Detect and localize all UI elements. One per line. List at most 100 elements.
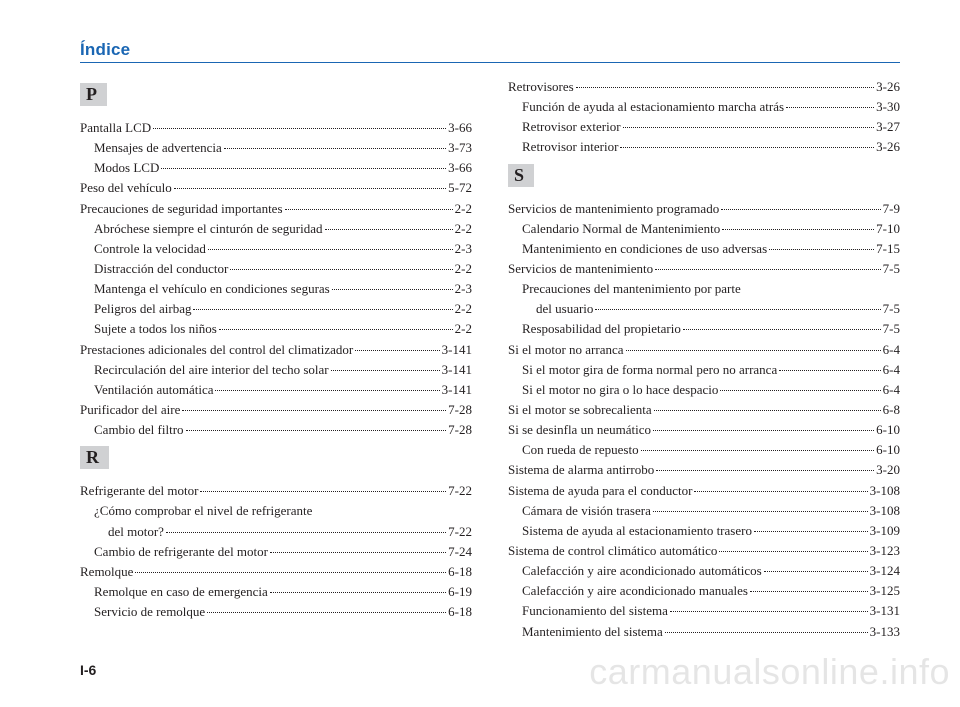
index-entry-page: 3-73: [448, 138, 472, 158]
index-columns: PPantalla LCD3-66Mensajes de advertencia…: [80, 77, 900, 642]
index-entry-label: Sujete a todos los niños: [94, 319, 217, 339]
index-entry-label: Mantenimiento del sistema: [522, 622, 663, 642]
index-entry: Servicios de mantenimiento programado7-9: [508, 199, 900, 219]
index-entry-page: 7-5: [883, 319, 900, 339]
dot-leader: [200, 491, 446, 492]
header-divider: [80, 62, 900, 63]
index-entry-label: Sistema de ayuda al estacionamiento tras…: [522, 521, 752, 541]
index-entry-label: Mensajes de advertencia: [94, 138, 222, 158]
index-entry: Si el motor gira de forma normal pero no…: [508, 360, 900, 380]
dot-leader: [641, 450, 875, 451]
dot-leader: [719, 551, 867, 552]
dot-leader: [653, 511, 868, 512]
index-entry-label: Remolque en caso de emergencia: [94, 582, 268, 602]
index-entry-page: 3-108: [870, 501, 900, 521]
index-entry: ¿Cómo comprobar el nivel de refrigerante: [80, 501, 472, 521]
index-entry-label: Peligros del airbag: [94, 299, 191, 319]
index-entry: Peligros del airbag2-2: [80, 299, 472, 319]
index-entry-label: Sistema de ayuda para el conductor: [508, 481, 692, 501]
index-entry-page: 2-3: [455, 239, 472, 259]
index-entry: Remolque en caso de emergencia6-19: [80, 582, 472, 602]
index-entry-page: 3-108: [870, 481, 900, 501]
index-entry-label: Peso del vehículo: [80, 178, 172, 198]
index-entry: Retrovisor exterior3-27: [508, 117, 900, 137]
dot-leader: [722, 229, 874, 230]
index-entry-page: 3-141: [442, 340, 472, 360]
index-entry-page: 2-2: [455, 219, 472, 239]
dot-leader: [208, 249, 453, 250]
index-entry-label: Calefacción y aire acondicionado automát…: [522, 561, 762, 581]
index-entry-page: 2-2: [455, 319, 472, 339]
index-entry-label: Retrovisores: [508, 77, 574, 97]
index-entry-label: Controle la velocidad: [94, 239, 206, 259]
dot-leader: [166, 532, 446, 533]
index-entry: Servicio de remolque6-18: [80, 602, 472, 622]
dot-leader: [655, 269, 881, 270]
index-entry-page: 3-30: [876, 97, 900, 117]
index-entry: Sujete a todos los niños 2-2: [80, 319, 472, 339]
index-entry-page: 7-10: [876, 219, 900, 239]
dot-leader: [665, 632, 868, 633]
index-entry-label: Refrigerante del motor: [80, 481, 198, 501]
dot-leader: [620, 147, 874, 148]
dot-leader: [186, 430, 447, 431]
index-entry: Sistema de ayuda para el conductor 3-108: [508, 481, 900, 501]
index-entry-page: 2-3: [455, 279, 472, 299]
index-entry-label: Calendario Normal de Mantenimiento: [522, 219, 720, 239]
dot-leader: [720, 390, 880, 391]
index-entry: Purificador del aire7-28: [80, 400, 472, 420]
index-entry-page: 3-125: [870, 581, 900, 601]
index-entry-label: Precauciones del mantenimiento por parte: [522, 279, 741, 299]
index-entry-page: 7-22: [448, 481, 472, 501]
index-entry-label: del usuario: [536, 299, 593, 319]
index-entry: Pantalla LCD 3-66: [80, 118, 472, 138]
dot-leader: [224, 148, 446, 149]
index-entry: Sistema de alarma antirrobo3-20: [508, 460, 900, 480]
index-entry: Peso del vehículo5-72: [80, 178, 472, 198]
index-entry-page: 7-5: [883, 299, 900, 319]
index-entry: Ventilación automática3-141: [80, 380, 472, 400]
index-entry: Cámara de visión trasera3-108: [508, 501, 900, 521]
index-entry-label: Remolque: [80, 562, 133, 582]
dot-leader: [769, 249, 874, 250]
page: Índice PPantalla LCD3-66Mensajes de adve…: [0, 0, 960, 698]
dot-leader: [694, 491, 867, 492]
index-entry-page: 3-109: [870, 521, 900, 541]
index-entry: Si el motor no gira o lo hace despacio6-…: [508, 380, 900, 400]
index-entry-label: Si el motor se sobrecalienta: [508, 400, 652, 420]
dot-leader: [576, 87, 874, 88]
index-entry-page: 3-124: [870, 561, 900, 581]
index-entry-page: 7-28: [448, 400, 472, 420]
index-entry-page: 3-26: [876, 137, 900, 157]
index-entry-label: Si el motor gira de forma normal pero no…: [522, 360, 777, 380]
dot-leader: [653, 430, 874, 431]
index-entry-label: Pantalla LCD: [80, 118, 151, 138]
dot-leader: [670, 611, 868, 612]
index-entry: Cambio de refrigerante del motor7-24: [80, 542, 472, 562]
index-entry-page: 7-9: [883, 199, 900, 219]
index-entry-label: Mantenga el vehículo en condiciones segu…: [94, 279, 330, 299]
dot-leader: [135, 572, 446, 573]
index-entry-label: Mantenimiento en condiciones de uso adve…: [522, 239, 767, 259]
index-entry-label: Si el motor no gira o lo hace despacio: [522, 380, 718, 400]
index-entry-page: 3-131: [870, 601, 900, 621]
section-letter-R: R: [80, 446, 109, 469]
index-entry-label: del motor?: [108, 522, 164, 542]
index-entry: Distracción del conductor2-2: [80, 259, 472, 279]
index-entry-page: 3-26: [876, 77, 900, 97]
index-entry-page: 3-66: [448, 118, 472, 138]
index-entry: Funcionamiento del sistema 3-131: [508, 601, 900, 621]
index-entry-label: Recirculación del aire interior del tech…: [94, 360, 329, 380]
dot-leader: [174, 188, 446, 189]
index-entry-label: Sistema de alarma antirrobo: [508, 460, 654, 480]
index-entry: Sistema de control climático automático3…: [508, 541, 900, 561]
dot-leader: [325, 229, 453, 230]
index-entry-label: Funcionamiento del sistema: [522, 601, 668, 621]
index-entry-page: 2-2: [455, 259, 472, 279]
index-entry-label: Con rueda de repuesto: [522, 440, 639, 460]
index-entry: Servicios de mantenimiento7-5: [508, 259, 900, 279]
section-letter-S: S: [508, 164, 534, 187]
index-entry: Mantenimiento del sistema3-133: [508, 622, 900, 642]
index-entry-label: Si se desinfla un neumático: [508, 420, 651, 440]
dot-leader: [754, 531, 868, 532]
